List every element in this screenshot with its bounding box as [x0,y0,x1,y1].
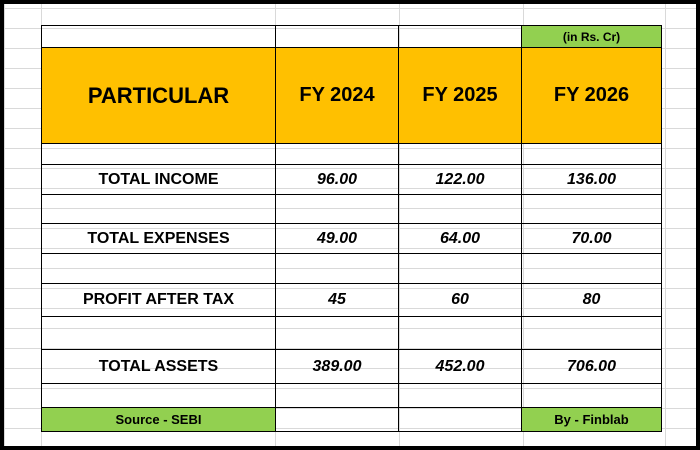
empty-cell[interactable] [275,194,399,224]
value-cell[interactable]: 389.00 [275,349,399,384]
row-label[interactable]: TOTAL ASSETS [41,349,276,384]
spacer-row [41,253,662,284]
empty-cell[interactable] [521,253,662,284]
source-note[interactable]: Source - SEBI [41,407,276,432]
header-year-fy2025[interactable]: FY 2025 [398,47,522,144]
value-cell[interactable]: 80 [521,283,662,317]
empty-cell[interactable] [398,407,522,432]
empty-cell[interactable] [41,316,276,350]
value-cell[interactable]: 45 [275,283,399,317]
header-year-fy2026[interactable]: FY 2026 [521,47,662,144]
spacer-row [41,194,662,224]
value-cell[interactable]: 136.00 [521,164,662,195]
empty-cell[interactable] [521,383,662,408]
empty-cell[interactable] [275,316,399,350]
empty-cell[interactable] [41,194,276,224]
empty-cell[interactable] [398,383,522,408]
empty-cell[interactable] [398,194,522,224]
value-cell[interactable]: 49.00 [275,223,399,254]
row-label[interactable]: PROFIT AFTER TAX [41,283,276,317]
empty-cell[interactable] [521,316,662,350]
empty-cell[interactable] [275,25,399,48]
row-label[interactable]: TOTAL INCOME [41,164,276,195]
spacer-row [41,143,662,165]
empty-cell[interactable] [521,143,662,165]
empty-cell[interactable] [275,407,399,432]
value-cell[interactable]: 70.00 [521,223,662,254]
unit-row: (in Rs. Cr) [41,25,662,48]
table-row-total-assets: TOTAL ASSETS 389.00 452.00 706.00 [41,349,662,384]
empty-cell[interactable] [398,143,522,165]
value-cell[interactable]: 96.00 [275,164,399,195]
empty-cell[interactable] [275,143,399,165]
header-particular[interactable]: PARTICULAR [41,47,276,144]
empty-cell[interactable] [41,383,276,408]
spacer-row [41,316,662,350]
table-row-total-income: TOTAL INCOME 96.00 122.00 136.00 [41,164,662,195]
sheet-column-line [665,4,666,446]
value-cell[interactable]: 64.00 [398,223,522,254]
unit-note[interactable]: (in Rs. Cr) [521,25,662,48]
empty-cell[interactable] [398,253,522,284]
empty-cell[interactable] [275,253,399,284]
table-row-profit-after-tax: PROFIT AFTER TAX 45 60 80 [41,283,662,317]
value-cell[interactable]: 452.00 [398,349,522,384]
empty-cell[interactable] [41,253,276,284]
empty-cell[interactable] [521,194,662,224]
value-cell[interactable]: 60 [398,283,522,317]
credit-note[interactable]: By - Finblab [521,407,662,432]
header-row: PARTICULAR FY 2024 FY 2025 FY 2026 [41,47,662,144]
value-cell[interactable]: 122.00 [398,164,522,195]
table-row-total-expenses: TOTAL EXPENSES 49.00 64.00 70.00 [41,223,662,254]
financial-summary-table: (in Rs. Cr) PARTICULAR FY 2024 FY 2025 F… [41,25,662,432]
value-cell[interactable]: 706.00 [521,349,662,384]
header-year-fy2024[interactable]: FY 2024 [275,47,399,144]
empty-cell[interactable] [41,25,276,48]
empty-cell[interactable] [398,316,522,350]
footer-row: Source - SEBI By - Finblab [41,407,662,432]
empty-cell[interactable] [41,143,276,165]
spacer-row [41,383,662,408]
empty-cell[interactable] [398,25,522,48]
row-label[interactable]: TOTAL EXPENSES [41,223,276,254]
empty-cell[interactable] [275,383,399,408]
